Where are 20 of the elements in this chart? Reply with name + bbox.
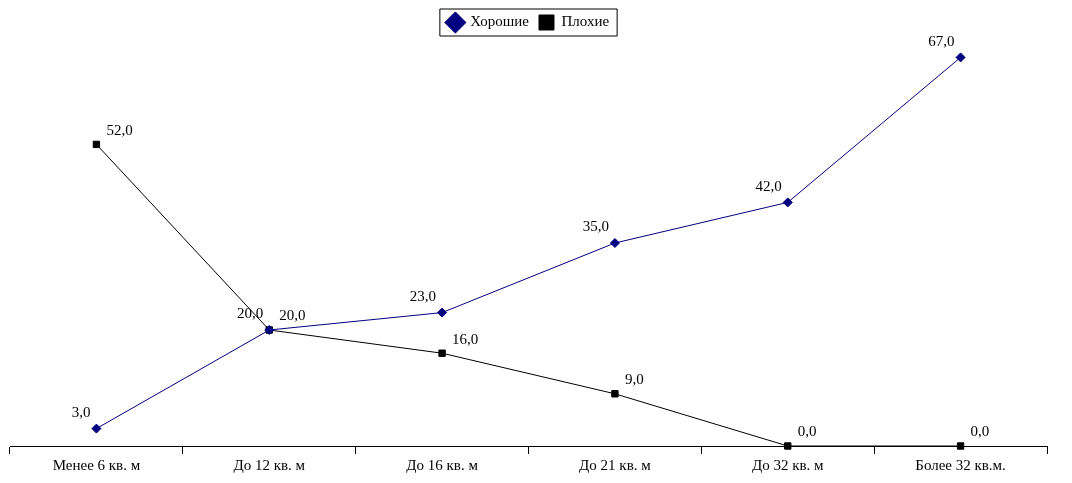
data-label: 3,0 [71, 404, 91, 421]
data-label: 35,0 [582, 218, 609, 235]
x-tick-label: До 12 кв. м [233, 456, 306, 473]
legend-label: Плохие [561, 13, 610, 30]
x-tick-label: Более 32 кв.м. [915, 456, 1006, 473]
x-tick-label: Менее 6 кв. м [52, 456, 141, 473]
data-label: 67,0 [928, 32, 955, 49]
x-tick-label: До 32 кв. м [751, 456, 825, 473]
data-label: 9,0 [624, 371, 644, 388]
x-tick-label: До 21 кв. м [579, 456, 652, 473]
data-label: 42,0 [755, 177, 782, 194]
data-label: 20,0 [279, 307, 306, 324]
x-tick-label: До 16 кв. м [406, 456, 479, 473]
data-label: 23,0 [409, 288, 437, 305]
data-label: 0,0 [797, 423, 817, 440]
data-label: 16,0 [452, 330, 479, 347]
legend-label: Хорошие [470, 13, 530, 30]
data-label: 0,0 [970, 423, 990, 440]
data-label: 20,0 [237, 305, 264, 322]
data-label: 52,0 [106, 121, 133, 138]
